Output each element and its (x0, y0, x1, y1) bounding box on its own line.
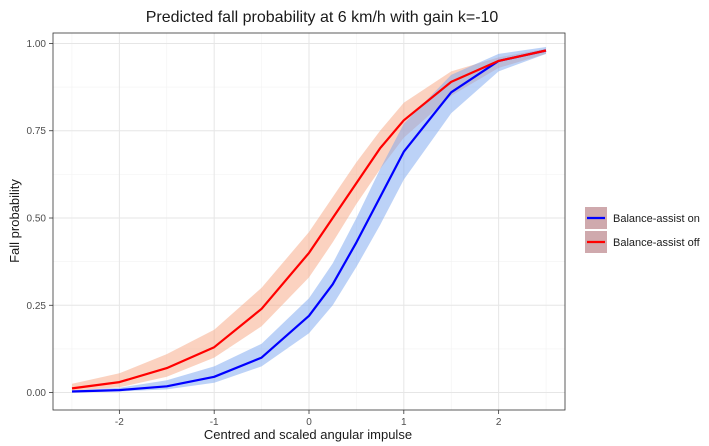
legend-label: Balance-assist off (613, 237, 701, 249)
y-axis-ticks: 0.00 0.25 0.50 0.75 1.00 (27, 39, 53, 399)
series-lines (71, 49, 547, 393)
legend-key-assist-on (585, 207, 607, 229)
x-tick-label: 1 (401, 417, 407, 428)
x-axis-ticks: -2 -1 0 1 2 (115, 410, 502, 428)
legend: Balance-assist on Balance-assist off (585, 207, 701, 253)
y-tick-label: 0.00 (27, 388, 47, 399)
y-tick-label: 0.25 (27, 301, 47, 312)
x-tick-label: 0 (306, 417, 312, 428)
plot-area (53, 33, 565, 410)
y-tick-label: 0.75 (27, 126, 47, 137)
confidence-band-assist-on (72, 47, 546, 393)
legend-key-assist-off (585, 231, 607, 253)
chart-title: Predicted fall probability at 6 km/h wit… (146, 9, 499, 26)
series-line-assist-off (71, 49, 547, 390)
y-axis-title: Fall probability (7, 179, 22, 263)
x-tick-label: 2 (496, 417, 502, 428)
legend-label: Balance-assist on (613, 213, 700, 225)
x-tick-label: -1 (210, 417, 219, 428)
confidence-bands (72, 47, 546, 393)
x-tick-label: -2 (115, 417, 124, 428)
series-line-assist-on (71, 49, 547, 393)
y-tick-label: 0.50 (27, 214, 47, 225)
plot-border (52, 32, 566, 411)
y-tick-label: 1.00 (27, 39, 47, 50)
x-axis-title: Centred and scaled angular impulse (204, 427, 412, 442)
